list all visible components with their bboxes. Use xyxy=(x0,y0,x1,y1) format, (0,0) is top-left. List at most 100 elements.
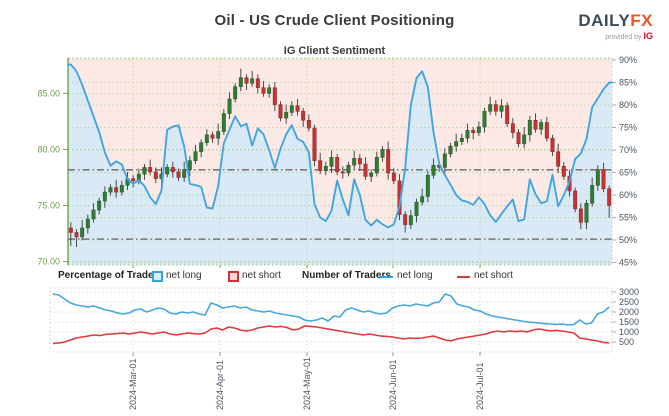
candle-down xyxy=(386,149,391,174)
percent-axis-label: 70% xyxy=(619,145,637,155)
candle-up xyxy=(119,185,124,193)
date-axis-label-group: 2024-Apr-01 xyxy=(215,360,225,410)
sentiment-net-long-line xyxy=(67,63,613,229)
grid-layer xyxy=(63,57,616,268)
net-short-count-line xyxy=(52,325,610,345)
candle-down xyxy=(261,87,266,94)
candle-down xyxy=(601,169,606,189)
candle-down xyxy=(340,171,345,174)
candle-up xyxy=(91,209,96,220)
net-long-square-swatch xyxy=(152,271,163,282)
candle-down xyxy=(131,178,136,182)
candle-down xyxy=(578,208,583,223)
candle-up xyxy=(527,120,532,136)
candle-down xyxy=(74,232,79,238)
candle-down xyxy=(255,78,260,88)
candle-up xyxy=(488,104,493,112)
legend-group-number: Number of Traders xyxy=(302,270,391,281)
candle-down xyxy=(148,167,153,173)
candle-down xyxy=(312,127,317,161)
count-axis-label: 500 xyxy=(619,337,634,347)
candle-down xyxy=(210,134,215,139)
legend-net-long-pct: net long xyxy=(166,270,202,281)
candle-up xyxy=(85,218,90,229)
candle-up xyxy=(193,151,198,161)
date-axis-label-group: 2024-Jun-01 xyxy=(388,359,398,410)
date-axis-label-group: 2024-Mar-01 xyxy=(128,358,138,410)
candle-up xyxy=(499,105,504,112)
candle-down xyxy=(391,172,396,182)
candle-up xyxy=(595,169,600,186)
candles-layer xyxy=(68,68,612,248)
date-axis-label-group: 2024-May-01 xyxy=(302,357,312,410)
candle-up xyxy=(216,131,221,139)
candle-up xyxy=(380,149,385,158)
candle-down xyxy=(278,104,283,119)
candle-up xyxy=(250,78,255,84)
dailyfx-logo-text: DAILYFX xyxy=(578,12,653,29)
sentiment-price-chart: 85.00 80.00 75.00 70.00 90% 85% 80% 75% 70% 65% 60… xyxy=(37,55,637,268)
candle-up xyxy=(448,145,453,155)
candle-down xyxy=(295,105,300,112)
date-axis-label: 2024-Mar-01 xyxy=(128,358,138,410)
plot-border xyxy=(49,287,613,353)
percent-axis-label: 50% xyxy=(619,235,637,245)
legend-net-short-pct: net short xyxy=(242,270,281,281)
candle-up xyxy=(289,105,294,113)
count-axis-label: 3000 xyxy=(619,287,639,297)
logo-daily-text: DAILY xyxy=(578,11,631,30)
candle-down xyxy=(505,105,510,124)
price-axis-label: 85.00 xyxy=(37,88,60,98)
legend-net-long-count: net long xyxy=(397,270,433,281)
dailyfx-logo: DAILYFX provided by IG xyxy=(578,12,653,41)
candle-up xyxy=(267,87,272,94)
candle-down xyxy=(153,171,158,179)
price-axis-label: 80.00 xyxy=(37,144,60,154)
candle-up xyxy=(465,130,470,139)
percent-axis-label: 65% xyxy=(619,168,637,178)
date-axis-label: 2024-Jun-01 xyxy=(388,359,398,410)
candle-up xyxy=(454,141,459,147)
page-title: Oil - US Crude Client Positioning xyxy=(214,12,455,29)
candle-down xyxy=(516,132,521,145)
candle-down xyxy=(244,77,249,84)
net-short-square-swatch xyxy=(228,271,239,282)
candle-down xyxy=(68,227,73,233)
count-axis-label: 1500 xyxy=(619,317,639,327)
candle-up xyxy=(431,164,436,176)
candle-up xyxy=(238,77,243,87)
candle-up xyxy=(420,196,425,203)
candle-up xyxy=(204,134,209,143)
axis-labels: 85.00 80.00 75.00 70.00 90% 85% 80% 75% 70% 65% 60… xyxy=(37,55,637,267)
candle-down xyxy=(335,157,340,173)
date-axis-label: 2024-Jul-01 xyxy=(475,362,485,410)
candle-up xyxy=(182,169,187,178)
candle-up xyxy=(408,215,413,225)
candle-up xyxy=(374,157,379,174)
candle-down xyxy=(493,104,498,112)
legend-net-short-count: net short xyxy=(474,270,513,281)
date-axis-label: 2024-May-01 xyxy=(302,357,312,410)
candle-up xyxy=(227,98,232,114)
count-axis-label: 2000 xyxy=(619,307,639,317)
legend-group-percentage: Percentage of Traders xyxy=(58,270,164,281)
candle-up xyxy=(442,153,447,168)
percent-axis-label: 60% xyxy=(619,190,637,200)
provided-by-text: provided by xyxy=(605,34,642,41)
candle-up xyxy=(323,166,328,172)
candle-up xyxy=(590,185,595,204)
count-axis-label: 2500 xyxy=(619,297,639,307)
candle-up xyxy=(187,160,192,170)
chart-legend: Percentage of Traders net long net short… xyxy=(0,268,669,284)
candle-up xyxy=(284,112,289,119)
candle-down xyxy=(272,87,277,105)
candle-down xyxy=(176,171,181,178)
candle-down xyxy=(403,214,408,225)
candle-up xyxy=(476,126,481,133)
count-axis-label: 1000 xyxy=(619,327,639,337)
candle-down xyxy=(114,187,119,193)
net-long-line-swatch xyxy=(380,276,393,278)
candle-down xyxy=(607,188,612,206)
